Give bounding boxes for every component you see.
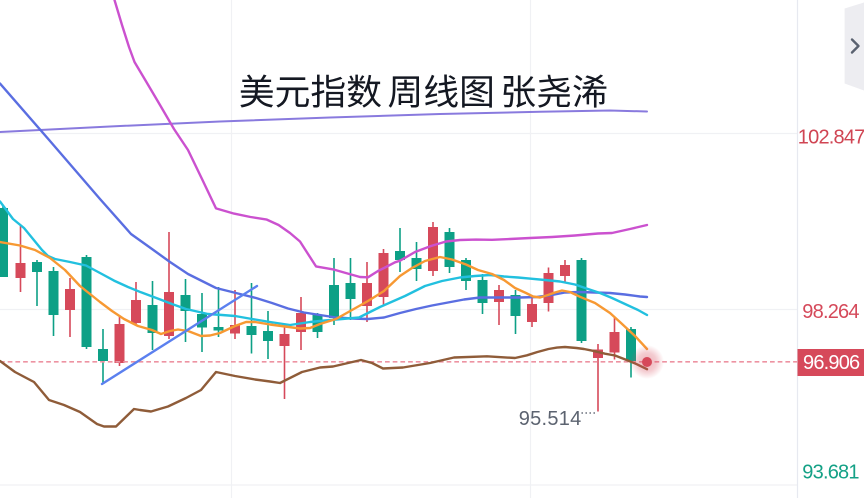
svg-text:95.514: 95.514 [519, 408, 582, 430]
svg-text:93.681: 93.681 [802, 462, 859, 484]
svg-text:102.847: 102.847 [798, 126, 864, 148]
svg-text:98.264: 98.264 [802, 301, 859, 323]
svg-text:96.906: 96.906 [803, 352, 860, 374]
